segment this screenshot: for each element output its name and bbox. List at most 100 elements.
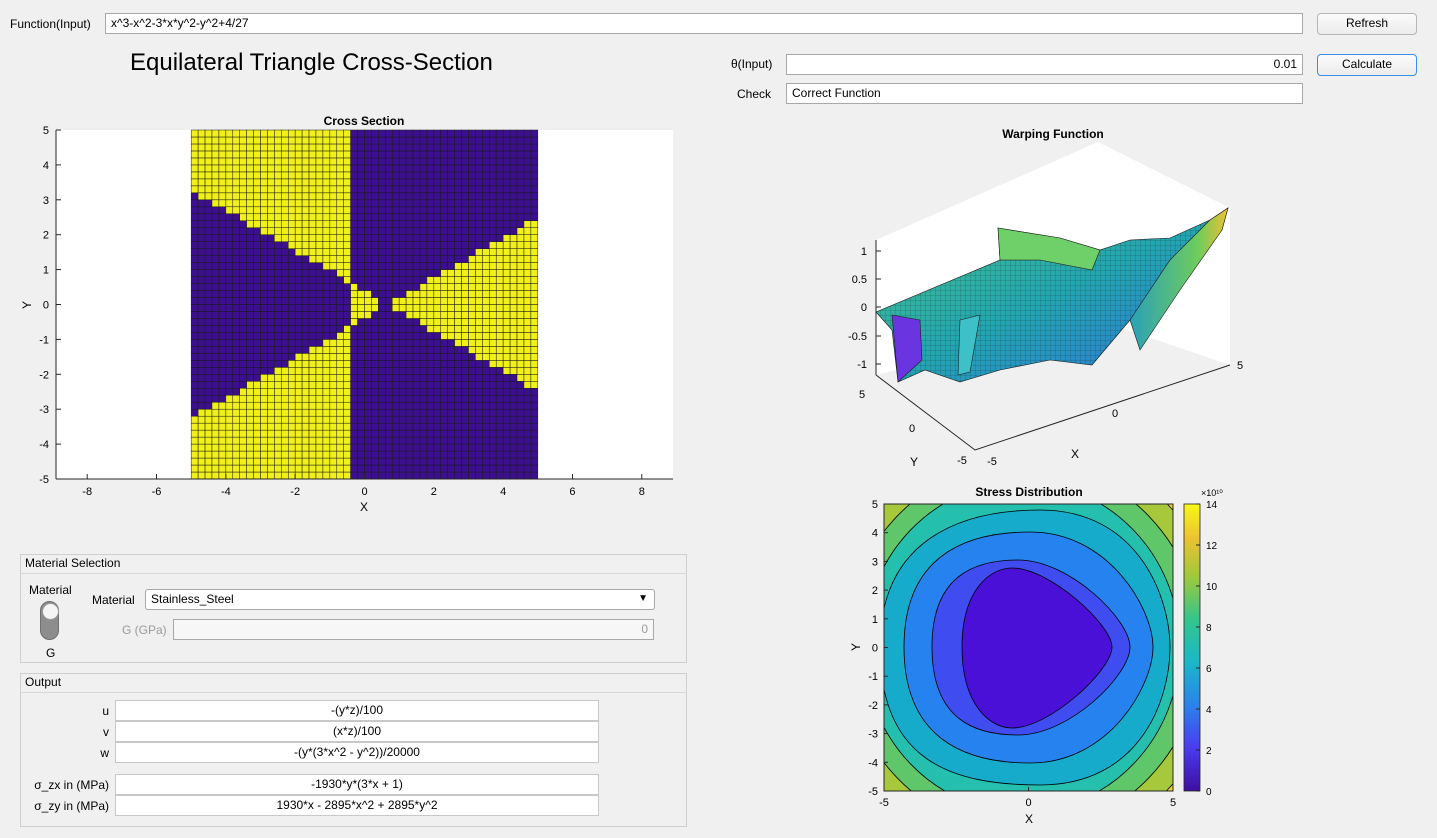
mesh-cell: [308, 429, 317, 438]
mesh-cell: [412, 185, 421, 194]
mesh-cell: [301, 171, 310, 180]
mesh-cell: [274, 394, 282, 403]
mesh-cell: [329, 450, 338, 459]
mesh-cell: [274, 464, 282, 473]
mesh-cell: [468, 471, 476, 480]
refresh-button[interactable]: Refresh: [1317, 13, 1417, 35]
mesh-cell: [239, 422, 247, 431]
mesh-cell: [301, 401, 310, 410]
mesh-cell: [336, 401, 344, 410]
mesh-cell: [281, 255, 289, 263]
mesh-cell: [190, 220, 199, 228]
stress-colorbar-tick-label: 0: [1206, 787, 1212, 798]
mesh-cell: [475, 213, 483, 221]
mesh-cell: [218, 213, 227, 221]
stress-y-tick-label: 4: [872, 528, 878, 540]
mesh-cell: [267, 206, 275, 215]
mesh-cell: [260, 143, 268, 152]
mesh-cell: [447, 388, 455, 396]
mesh-cell: [274, 436, 282, 445]
mesh-cell: [405, 318, 414, 326]
mesh-cell: [391, 255, 400, 263]
mesh-cell: [350, 255, 358, 263]
mesh-cell: [274, 415, 282, 424]
mesh-cell: [294, 332, 303, 340]
mesh-cell: [253, 185, 261, 194]
mesh-cell: [433, 227, 442, 235]
mesh-cell: [267, 401, 275, 410]
mesh-cell: [260, 408, 268, 417]
mesh-cell: [315, 227, 324, 235]
mesh-cell: [281, 164, 289, 173]
mesh-cell: [274, 283, 282, 291]
mesh-cell: [385, 150, 393, 159]
mesh-cell: [322, 353, 331, 361]
mesh-cell: [294, 297, 303, 305]
mesh-cell: [274, 143, 282, 152]
mesh-cell: [260, 234, 268, 242]
mesh-cell: [204, 367, 213, 375]
mesh-cell: [350, 429, 358, 438]
mesh-cell: [218, 436, 227, 445]
mesh-cell: [239, 269, 247, 277]
mesh-cell: [419, 157, 428, 166]
mesh-cell: [267, 192, 275, 201]
mesh-cell: [294, 429, 303, 438]
mesh-cell: [239, 415, 247, 424]
mesh-cell: [294, 213, 303, 221]
mesh-cell: [336, 269, 344, 277]
mesh-cell: [287, 283, 296, 291]
mesh-cell: [308, 276, 317, 284]
mesh-cell: [239, 353, 247, 361]
mesh-cell: [412, 143, 421, 152]
mesh-cell: [489, 429, 497, 438]
mesh-cell: [426, 262, 435, 270]
mesh-cell: [336, 297, 344, 305]
mesh-cell: [398, 192, 407, 201]
mesh-cell: [440, 185, 448, 194]
theta-input-field[interactable]: 0.01: [786, 54, 1303, 75]
mesh-cell: [475, 450, 483, 459]
material-toggle-switch[interactable]: [40, 601, 59, 640]
stress-band-2: [961, 567, 1113, 729]
mesh-cell: [336, 388, 344, 396]
mesh-cell: [322, 164, 331, 173]
mesh-cell: [336, 339, 344, 347]
mesh-cell: [267, 255, 275, 263]
mesh-cell: [502, 262, 511, 270]
mesh-cell: [475, 381, 483, 389]
mesh-cell: [482, 318, 490, 326]
mesh-cell: [440, 471, 448, 480]
mesh-cell: [391, 464, 400, 473]
mesh-cell: [274, 255, 282, 263]
material-dropdown[interactable]: Stainless_Steel ▼: [145, 589, 655, 610]
mesh-cell: [197, 143, 206, 152]
function-input-field[interactable]: x^3-x^2-3*x*y^2-y^2+4/27: [105, 13, 1303, 34]
mesh-cell: [398, 241, 407, 249]
mesh-cell: [343, 394, 351, 403]
mesh-cell: [294, 401, 303, 410]
warping-surface-peak: [1129, 207, 1229, 351]
mesh-cell: [232, 241, 240, 249]
mesh-cell: [343, 325, 351, 333]
mesh-cell: [232, 332, 240, 340]
mesh-cell: [419, 129, 428, 138]
mesh-cell: [475, 241, 483, 249]
mesh-cell: [253, 415, 261, 424]
warping-y-tick-label: 0: [909, 423, 915, 435]
mesh-cell: [523, 443, 532, 452]
mesh-cell: [253, 171, 261, 180]
calculate-button[interactable]: Calculate: [1317, 54, 1417, 76]
mesh-cell: [454, 457, 462, 466]
toggle-knob[interactable]: [42, 603, 59, 620]
mesh-cell: [301, 415, 310, 424]
mesh-cell: [239, 339, 247, 347]
mesh-cell: [495, 164, 504, 173]
mesh-cell: [267, 422, 275, 431]
mesh-cell: [461, 157, 469, 166]
mesh-cell: [385, 255, 393, 263]
mesh-cell: [308, 339, 317, 347]
mesh-cell: [322, 143, 331, 152]
mesh-cell: [482, 443, 490, 452]
mesh-cell: [287, 325, 296, 333]
